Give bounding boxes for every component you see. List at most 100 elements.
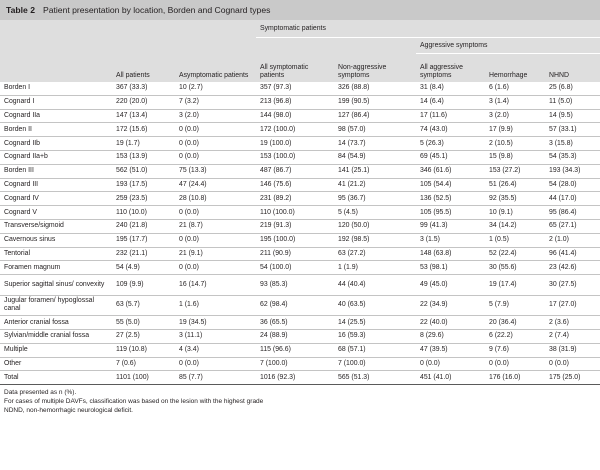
table-cell: 7 (100.0) [256,357,335,372]
table-cell: 22 (40.0) [416,315,486,330]
table-cell: 34 (14.2) [485,219,546,234]
table-cell: 68 (57.1) [334,343,417,358]
table-cell: 176 (16.0) [485,370,546,386]
table-cell: 44 (17.0) [545,191,600,207]
table-cell: 21 (9.1) [175,247,257,262]
column-header-asymptomatic: Asymptomatic patients [175,53,257,82]
table-cell: 15 (9.8) [485,150,546,165]
table-row: Anterior cranial fossa 55 (5.0) 19 (34.5) 3… [0,315,600,330]
table-cell: 74 (43.0) [416,122,486,138]
table-cell: 54 (35.3) [545,150,600,165]
table-cell: 0 (0.0) [175,205,257,220]
row-label: Sylvian/middle cranial fossa [0,329,112,344]
table-cell: 63 (5.7) [112,295,175,317]
header-blank [0,37,417,54]
table-row: Cognard IIa 147 (13.4) 3 (2.0) 144 (98.0) 12… [0,109,600,124]
table-cell: 85 (7.7) [175,370,257,386]
row-label: Cognard I [0,95,112,110]
table-cell: 28 (10.8) [175,191,257,207]
table-cell: 231 (89.2) [256,191,335,207]
table-cell: 5 (7.9) [485,295,546,317]
table-title: Patient presentation by location, Borden… [42,5,271,15]
table-cell: 172 (15.6) [112,122,175,138]
row-label: Borden III [0,164,112,179]
row-label: Cognard III [0,178,112,193]
table-cell: 0 (0.0) [416,357,486,372]
table-cell: 0 (0.0) [545,357,600,372]
table-row: Sylvian/middle cranial fossa 27 (2.5) 3 (1… [0,329,600,344]
table-cell: 69 (45.1) [416,150,486,165]
table-cell: 4 (3.4) [175,343,257,358]
table-row: Borden III 562 (51.0) 75 (13.3) 487 (86.7) 1… [0,164,600,179]
table-cell: 44 (40.4) [334,274,417,296]
table-cell: 211 (90.9) [256,247,335,262]
table-cell: 326 (88.8) [334,82,417,96]
table-cell: 2 (3.6) [545,315,600,330]
table-cell: 147 (13.4) [112,109,175,124]
table-cell: 0 (0.0) [175,357,257,372]
table-cell: 93 (85.3) [256,274,335,296]
table-cell: 367 (33.3) [112,82,175,96]
table-cell: 3 (15.8) [545,136,600,151]
table-row: Multiple 119 (10.8) 4 (3.4) 115 (96.6) 68 (5… [0,343,600,358]
table-cell: 232 (21.1) [112,247,175,262]
table-cell: 7 (100.0) [334,357,417,372]
row-label: Borden II [0,122,112,138]
table-cell: 54 (28.0) [545,178,600,193]
table-cell: 5 (4.5) [334,205,417,220]
table-cell: 49 (45.0) [416,274,486,296]
table-cell: 487 (86.7) [256,164,335,179]
table-cell: 0 (0.0) [485,357,546,372]
footnote: Data presented as n (%). [4,389,77,397]
table-cell: 148 (63.8) [416,247,486,262]
table-cell: 195 (17.7) [112,233,175,248]
table-row: Cognard I 220 (20.0) 7 (3.2) 213 (96.8) 199 … [0,95,600,110]
table-cell: 47 (39.5) [416,343,486,358]
table-cell: 3 (11.1) [175,329,257,344]
table-cell: 1 (1.9) [334,260,417,276]
table-row: Tentorial 232 (21.1) 21 (9.1) 211 (90.9) 63 … [0,247,600,262]
header-blank [0,20,257,38]
table-cell: 19 (100.0) [256,136,335,151]
table-row: Other 7 (0.6) 0 (0.0) 7 (100.0) 7 (100.0) 0 (… [0,357,600,372]
table-cell: 19 (1.7) [112,136,175,151]
table-cell: 115 (96.6) [256,343,335,358]
table-cell: 95 (86.4) [545,205,600,220]
table-row: Borden II 172 (15.6) 0 (0.0) 172 (100.0) 98 … [0,122,600,138]
row-label: Multiple [0,343,112,358]
table-cell: 0 (0.0) [175,260,257,276]
table-cell: 136 (52.5) [416,191,486,207]
table-cell: 22 (34.9) [416,295,486,317]
data-table: Symptomatic patients Aggressive symptoms… [0,20,600,386]
row-label: Cognard IV [0,191,112,207]
column-header-hemorrhage: Hemorrhage [485,53,546,82]
table-cell: 96 (41.4) [545,247,600,262]
column-header-all-aggressive: All aggressive symptoms [416,53,486,82]
column-header-non-aggressive: Non-aggressive symptoms [334,53,417,82]
table-cell: 31 (8.4) [416,82,486,96]
table-cell: 92 (35.5) [485,191,546,207]
row-label: Cognard IIa [0,109,112,124]
table-cell: 47 (24.4) [175,178,257,193]
table-cell: 84 (54.9) [334,150,417,165]
table-cell: 52 (22.4) [485,247,546,262]
table-cell: 6 (22.2) [485,329,546,344]
table-row: Transverse/sigmoid 240 (21.8) 21 (8.7) 219 … [0,219,600,234]
table-cell: 36 (65.5) [256,315,335,330]
table-cell: 220 (20.0) [112,95,175,110]
row-label: Jugular foramen/ hypoglossal canal [0,295,112,317]
table-row: Cognard IV 259 (23.5) 28 (10.8) 231 (89.2) 9… [0,191,600,207]
table-cell: 1 (1.6) [175,295,257,317]
table-cell: 3 (2.0) [485,109,546,124]
table-cell: 199 (90.5) [334,95,417,110]
table-cell: 193 (17.5) [112,178,175,193]
table-cell: 14 (25.5) [334,315,417,330]
table-cell: 146 (75.6) [256,178,335,193]
table-cell: 10 (2.7) [175,82,257,96]
table-cell: 109 (9.9) [112,274,175,296]
row-label: Other [0,357,112,372]
table-cell: 175 (25.0) [545,370,600,386]
table-cell: 110 (100.0) [256,205,335,220]
column-header-location [0,53,112,82]
